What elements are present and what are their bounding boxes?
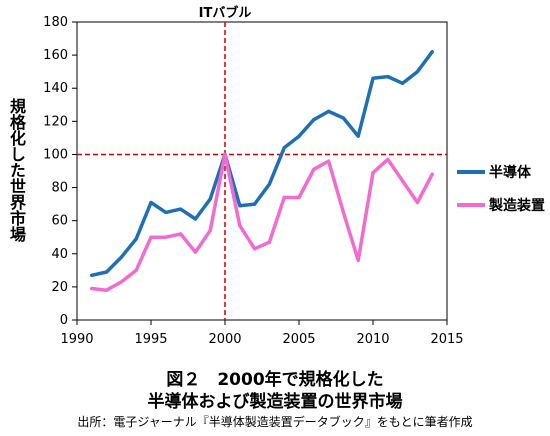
data-point-equipment (282, 195, 286, 200)
data-point-semiconductor (430, 50, 434, 54)
y-tick-label: 20 (51, 280, 68, 295)
figure-caption-line2: 半導体および製造装置の世界市場 (147, 392, 403, 412)
data-point-semiconductor (327, 109, 331, 113)
x-tick-label: 2010 (356, 332, 389, 347)
plot-area: 0 20 40 60 80 100 120 140 160 180 1990 1995 2000 2005… (43, 15, 463, 347)
data-point-equipment (105, 288, 109, 292)
y-tick-label: 100 (43, 147, 68, 162)
data-point-semiconductor (193, 217, 197, 221)
data-point-equipment (341, 210, 345, 214)
data-point-semiconductor (134, 237, 138, 241)
data-point-semiconductor (312, 118, 316, 122)
y-tick-label: 40 (51, 247, 68, 262)
series-line-semiconductor (90, 50, 434, 278)
x-tick-label: 1990 (60, 332, 93, 347)
data-point-equipment (415, 200, 419, 205)
data-point-semiconductor (401, 81, 405, 85)
y-tick-label: 0 (60, 313, 68, 328)
data-point-equipment (312, 167, 316, 171)
data-point-equipment (430, 172, 434, 176)
y-tick-label: 180 (43, 15, 68, 30)
data-point-semiconductor (208, 197, 212, 201)
source-note: 出所：電子ジャーナル『半導体製造装置データブック』をもとに筆者作成 (77, 415, 473, 429)
data-point-equipment (267, 240, 271, 244)
data-point-equipment (386, 157, 390, 162)
data-point-semiconductor (267, 182, 271, 186)
data-point-equipment (208, 229, 212, 233)
data-point-semiconductor (282, 146, 286, 150)
data-point-equipment (164, 235, 168, 239)
data-point-equipment (119, 280, 123, 284)
data-point-semiconductor (356, 134, 360, 138)
x-tick-label: 2000 (208, 332, 241, 347)
data-point-semiconductor (90, 273, 94, 277)
y-tick-label: 80 (51, 181, 68, 196)
figure-caption-line1: 図２ 2000年で規格化した (166, 370, 384, 390)
data-point-semiconductor (371, 76, 375, 80)
data-point-equipment (90, 286, 94, 291)
data-point-equipment (149, 235, 153, 239)
data-point-semiconductor (105, 270, 109, 274)
data-point-equipment (371, 171, 375, 175)
data-point-equipment (327, 159, 331, 163)
data-point-semiconductor (149, 200, 153, 205)
data-point-semiconductor (341, 116, 345, 120)
y-tick-label: 140 (43, 81, 68, 96)
data-point-equipment (134, 268, 138, 272)
data-point-equipment (356, 258, 360, 262)
data-point-semiconductor (386, 75, 390, 79)
y-tick-label: 60 (51, 214, 68, 229)
data-point-equipment (253, 247, 257, 251)
data-point-semiconductor (415, 70, 419, 74)
data-point-equipment (179, 232, 183, 236)
data-point-equipment (401, 179, 405, 183)
data-point-equipment (297, 195, 301, 200)
legend: 半導体 製造装置 (457, 164, 545, 214)
data-point-semiconductor (164, 210, 168, 214)
data-point-semiconductor (253, 202, 257, 206)
data-point-semiconductor (238, 204, 242, 208)
data-point-semiconductor (297, 134, 301, 138)
legend-label-equipment: 製造装置 (488, 197, 545, 214)
plot-frame (76, 21, 448, 321)
y-tick-label: 160 (43, 48, 68, 63)
it-bubble-annotation: ITバブル (199, 5, 252, 21)
legend-label-semiconductor: 半導体 (489, 164, 532, 181)
series-line-equipment (90, 152, 434, 292)
x-tick-label: 1995 (134, 332, 167, 347)
line-chart: 0 20 40 60 80 100 120 140 160 180 1990 1995 2000 2005… (43, 5, 545, 347)
data-point-semiconductor (179, 207, 183, 211)
y-tick-label: 120 (43, 114, 68, 129)
data-point-equipment (223, 152, 227, 157)
data-point-equipment (238, 224, 242, 228)
y-axis-label: 規格化した世界市場 (7, 98, 26, 242)
x-tick-label: 2005 (282, 332, 315, 347)
x-tick-label: 2015 (430, 332, 463, 347)
data-point-semiconductor (119, 255, 123, 259)
data-point-equipment (193, 250, 197, 254)
